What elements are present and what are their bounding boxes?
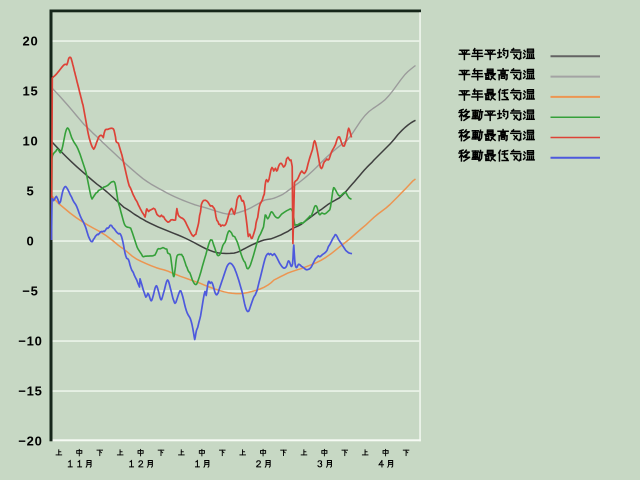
svg-text:5: 5 — [26, 184, 34, 199]
svg-text:0: 0 — [26, 234, 34, 249]
svg-text:20: 20 — [22, 34, 38, 49]
svg-text:−10: −10 — [18, 334, 42, 349]
svg-text:−5: −5 — [22, 284, 38, 299]
svg-text:15: 15 — [22, 84, 38, 99]
svg-text:10: 10 — [22, 134, 38, 149]
svg-text:−20: −20 — [18, 434, 42, 449]
svg-text:−15: −15 — [18, 384, 42, 399]
